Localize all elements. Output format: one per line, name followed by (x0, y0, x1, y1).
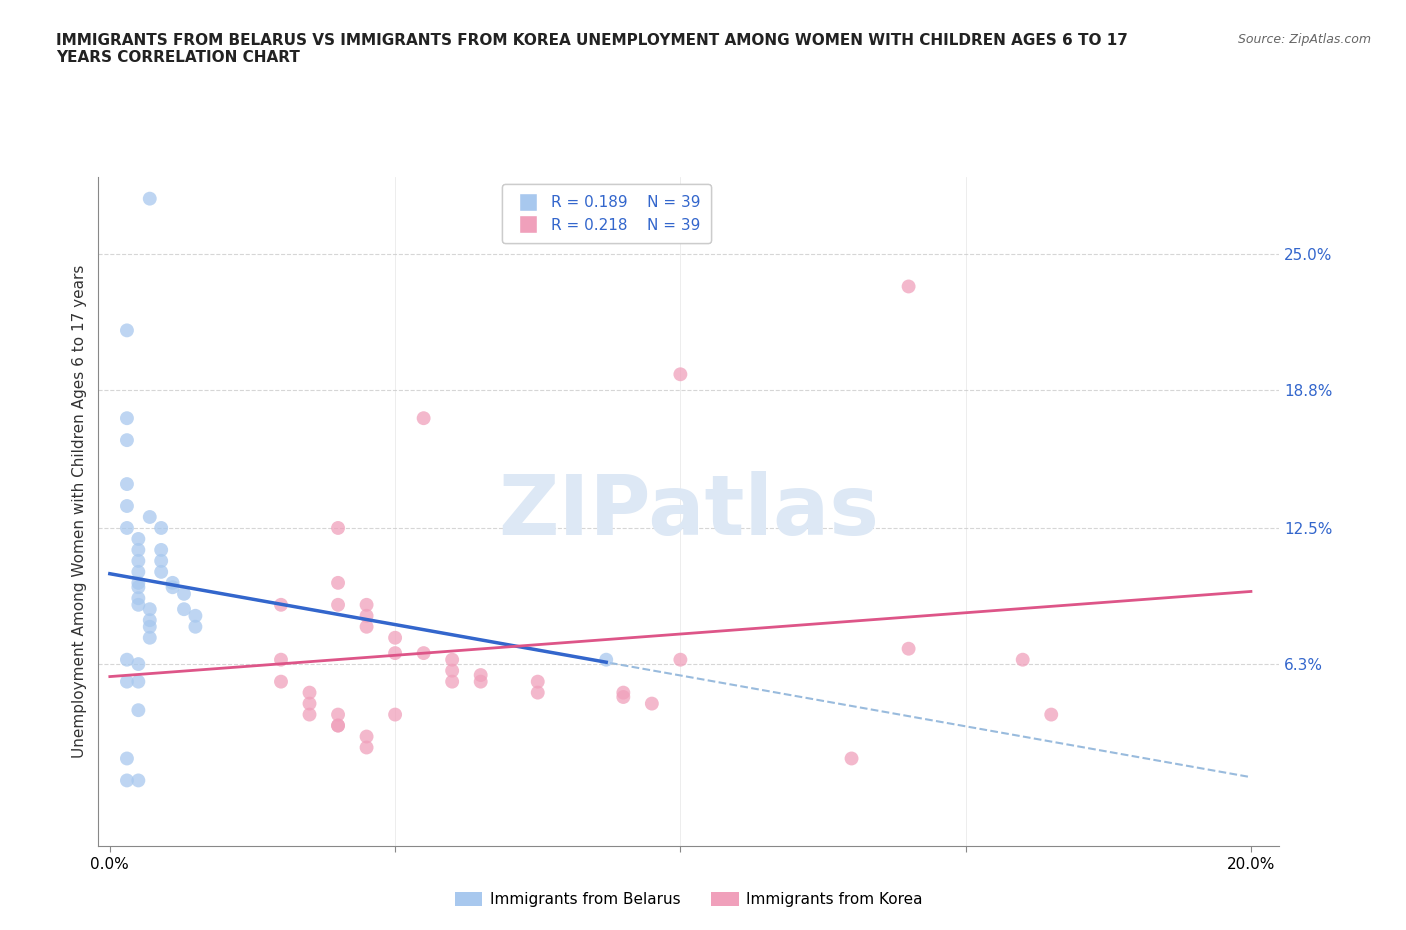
Point (115, 674, 138, 689)
Point (384, 645, 406, 660)
Point (115, 498, 138, 513)
Point (356, 740, 378, 755)
Point (139, 510, 162, 525)
Point (127, 657, 149, 671)
Point (162, 579, 184, 594)
Point (326, 707, 349, 722)
Point (139, 602, 162, 617)
Text: Source: ZipAtlas.com: Source: ZipAtlas.com (1237, 33, 1371, 46)
Point (595, 652, 617, 667)
Point (139, 619, 162, 634)
Point (173, 587, 195, 602)
Point (298, 697, 321, 711)
Point (127, 703, 149, 718)
Point (115, 323, 138, 338)
Point (270, 597, 292, 612)
Point (1040, 707, 1063, 722)
Point (115, 773, 138, 788)
Point (441, 652, 464, 667)
Point (669, 366, 692, 381)
Point (326, 521, 349, 536)
Legend: Immigrants from Belarus, Immigrants from Korea: Immigrants from Belarus, Immigrants from… (449, 885, 929, 913)
Point (127, 674, 149, 689)
Point (326, 718, 349, 733)
Point (139, 631, 162, 645)
Point (162, 576, 184, 591)
Point (127, 576, 149, 591)
Point (384, 631, 406, 645)
Point (412, 411, 434, 426)
Point (298, 707, 321, 722)
Point (841, 751, 863, 766)
Point (115, 432, 138, 447)
Point (612, 685, 634, 700)
Text: IMMIGRANTS FROM BELARUS VS IMMIGRANTS FROM KOREA UNEMPLOYMENT AMONG WOMEN WITH C: IMMIGRANTS FROM BELARUS VS IMMIGRANTS FR… (56, 33, 1128, 65)
Point (526, 674, 548, 689)
Point (115, 751, 138, 766)
Point (127, 532, 149, 547)
Point (127, 579, 149, 594)
Point (127, 565, 149, 579)
Point (641, 697, 664, 711)
Point (298, 685, 321, 700)
Point (115, 521, 138, 536)
Point (356, 729, 378, 744)
Point (115, 411, 138, 426)
Text: ZIPatlas: ZIPatlas (499, 471, 879, 552)
Point (127, 773, 149, 788)
Point (526, 685, 548, 700)
Point (897, 642, 920, 657)
Point (356, 608, 378, 623)
Point (669, 652, 692, 667)
Point (150, 565, 173, 579)
Point (184, 619, 207, 634)
Point (115, 652, 138, 667)
Point (356, 619, 378, 634)
Point (270, 674, 292, 689)
Point (326, 718, 349, 733)
Point (127, 553, 149, 568)
Point (270, 652, 292, 667)
Point (326, 597, 349, 612)
Point (356, 597, 378, 612)
Point (384, 707, 406, 722)
Point (139, 192, 162, 206)
Point (150, 521, 173, 536)
Point (441, 663, 464, 678)
Legend: R = 0.189    N = 39, R = 0.218    N = 39: R = 0.189 N = 39, R = 0.218 N = 39 (502, 184, 711, 244)
Point (127, 597, 149, 612)
Point (412, 645, 434, 660)
Point (441, 674, 464, 689)
Point (1011, 652, 1033, 667)
Point (184, 608, 207, 623)
Point (139, 613, 162, 628)
Point (127, 591, 149, 605)
Point (326, 576, 349, 591)
Point (150, 553, 173, 568)
Y-axis label: Unemployment Among Women with Children Ages 6 to 17 years: Unemployment Among Women with Children A… (72, 265, 87, 758)
Point (150, 542, 173, 557)
Point (470, 674, 492, 689)
Point (173, 602, 195, 617)
Point (897, 279, 920, 294)
Point (612, 689, 634, 704)
Point (470, 668, 492, 683)
Point (127, 542, 149, 557)
Point (115, 476, 138, 491)
